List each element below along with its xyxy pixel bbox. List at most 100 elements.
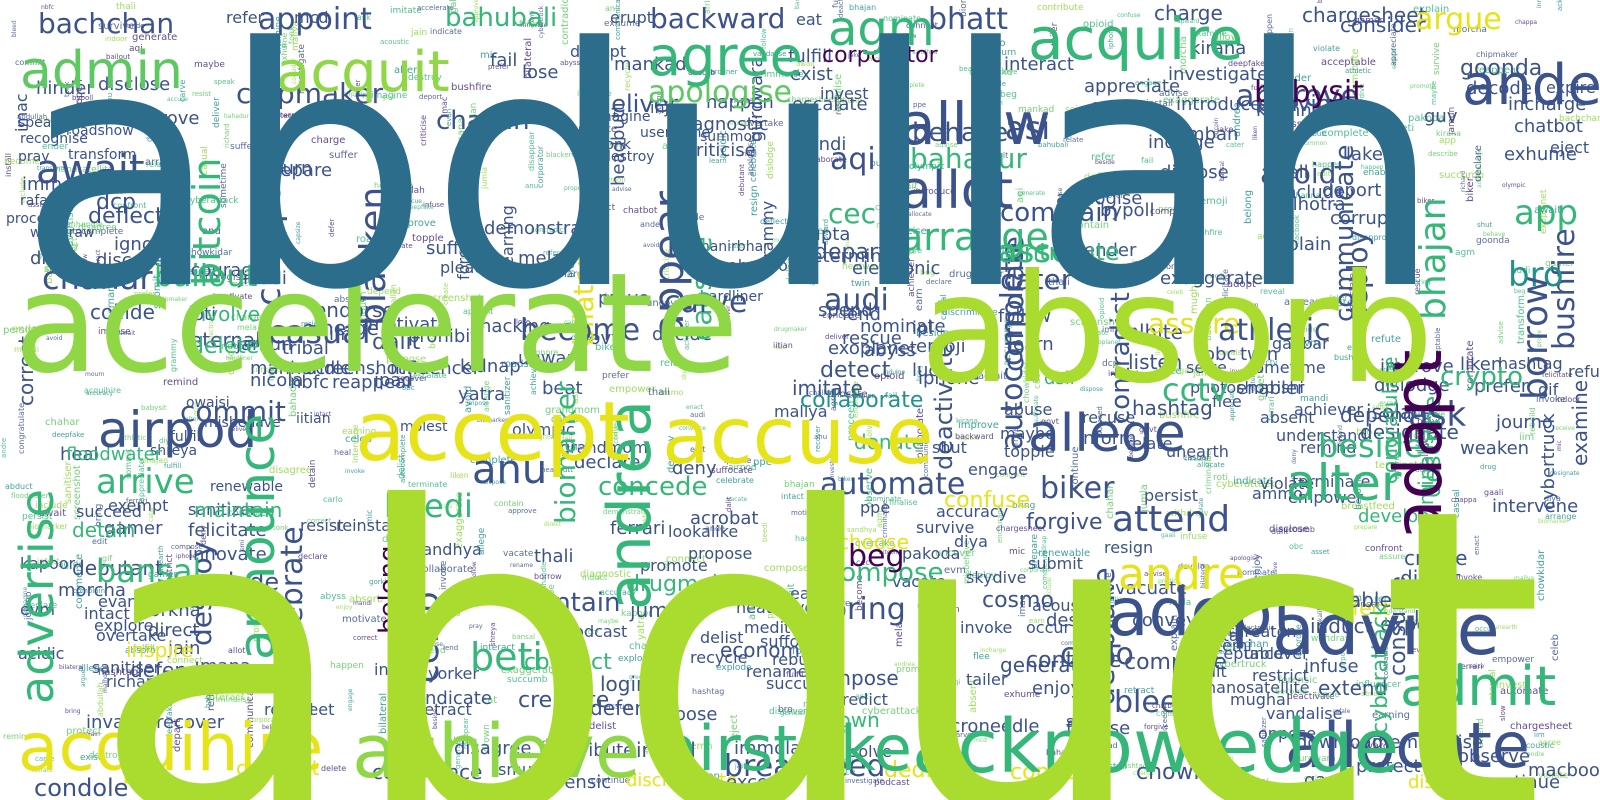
filler-word: install bbox=[1100, 762, 1127, 772]
filler-word: roti bbox=[1213, 473, 1229, 483]
filler-word: jamun bbox=[291, 692, 310, 699]
word-acquit: acquit bbox=[276, 40, 450, 105]
filler-word: explode bbox=[618, 654, 654, 664]
word-reveal: reveal bbox=[264, 700, 314, 719]
filler-word: rafale bbox=[1333, 708, 1351, 715]
word-appreciate: appreciate bbox=[1084, 76, 1181, 97]
filler-word: kirana bbox=[956, 417, 978, 425]
word-achiever: achiever bbox=[1294, 400, 1363, 419]
filler-word: refute bbox=[1371, 334, 1401, 345]
filler-word: celeb bbox=[105, 188, 124, 196]
word-convince: convince bbox=[1258, 92, 1357, 117]
filler-word: thali bbox=[116, 2, 136, 12]
filler-word: mallya bbox=[1514, 575, 1535, 582]
filler-word: bansal bbox=[512, 633, 536, 641]
word-owaisi: owaisi bbox=[186, 395, 230, 411]
filler-word: bro bbox=[1405, 431, 1419, 440]
word-carve: carve bbox=[664, 285, 748, 320]
word-oppose: oppose bbox=[1258, 724, 1317, 743]
filler-word: tonk bbox=[273, 524, 289, 532]
word-improve: improve bbox=[1380, 356, 1454, 377]
word-mcd: mcd bbox=[294, 8, 329, 27]
filler-word: bring bbox=[1012, 501, 1036, 511]
filler-word: heal bbox=[334, 448, 352, 457]
word-appoint: appoint bbox=[258, 2, 372, 37]
filler-word: autocomplete bbox=[883, 82, 925, 89]
filler-word: generate bbox=[132, 32, 178, 43]
word-bhatt: bhatt bbox=[928, 2, 1008, 37]
word-determine: determine bbox=[800, 246, 893, 267]
filler-word: jain bbox=[411, 28, 428, 38]
filler-word: acknowledge bbox=[1556, 0, 1564, 11]
word-andre: andre bbox=[1118, 549, 1245, 600]
word-encourage: encourage bbox=[168, 260, 264, 281]
filler-word: acquihire bbox=[84, 386, 121, 395]
filler-word: upward bbox=[807, 725, 845, 736]
filler-word: bushfire bbox=[870, 159, 907, 169]
filler-word: explain bbox=[78, 731, 100, 738]
word-pakoda: pakoda bbox=[902, 544, 961, 563]
filler-word: beat bbox=[380, 344, 394, 351]
word-download: download bbox=[1296, 732, 1384, 753]
filler-word: describe bbox=[1428, 150, 1458, 158]
word-disclose: disclose bbox=[98, 74, 171, 95]
filler-word: ferrari bbox=[126, 497, 148, 505]
filler-word: evm bbox=[1347, 343, 1365, 352]
word-thali: thali bbox=[534, 546, 574, 567]
filler-word: chatbot bbox=[623, 206, 658, 216]
filler-word: empower bbox=[1492, 655, 1535, 665]
word-adopt: adopt bbox=[1108, 574, 1299, 651]
filler-word: advise bbox=[1159, 89, 1189, 99]
filler-word: pray bbox=[469, 623, 483, 630]
word-infect: infect bbox=[1334, 596, 1391, 620]
word-explode: explode bbox=[184, 568, 280, 596]
word-nbfc: nbfc bbox=[290, 372, 330, 393]
word-molest: molest bbox=[400, 419, 448, 435]
filler-word: autocomplete bbox=[61, 227, 124, 237]
word-prove: prove bbox=[598, 288, 650, 309]
filler-word: obc bbox=[1289, 542, 1304, 551]
word-finalise: finalise bbox=[1066, 718, 1131, 739]
filler-word: advise bbox=[1497, 321, 1505, 344]
filler-word: nanosatellite bbox=[55, 165, 114, 175]
filler-word: cctv bbox=[1261, 358, 1278, 367]
filler-word: anu bbox=[525, 182, 539, 190]
word-exist: exist bbox=[790, 64, 833, 85]
filler-word: refer bbox=[1091, 152, 1115, 163]
word-seize: seize bbox=[1186, 358, 1227, 377]
filler-word: absent bbox=[794, 769, 818, 777]
filler-word: allocate bbox=[828, 389, 868, 400]
filler-word: improve bbox=[395, 218, 436, 229]
word-advertise: advertise bbox=[10, 489, 64, 704]
filler-word: fulfill bbox=[133, 644, 156, 654]
filler-word: owaisi bbox=[606, 142, 625, 149]
filler-word: promote bbox=[896, 665, 935, 675]
word-shreya: shreya bbox=[150, 443, 198, 459]
word-accuracy: accuracy bbox=[936, 502, 1009, 521]
filler-word: mandi bbox=[14, 345, 40, 354]
filler-word: bilateral bbox=[59, 664, 84, 671]
filler-word: escalate bbox=[413, 371, 447, 380]
word-complain: complain bbox=[1000, 198, 1119, 228]
filler-word: include bbox=[35, 501, 68, 511]
filler-word: disagree bbox=[78, 223, 117, 233]
word-asi: asi bbox=[1005, 109, 1051, 147]
word-reinstate: reinstate bbox=[336, 516, 408, 535]
word-arrange: arrange bbox=[900, 215, 1049, 259]
word-amban: amban bbox=[1176, 124, 1239, 145]
word-jamun: jamun bbox=[236, 334, 293, 355]
filler-word: mourn bbox=[85, 371, 105, 378]
word-biker: biker bbox=[1040, 471, 1115, 506]
filler-word: andre bbox=[899, 246, 923, 255]
filler-word: airpod bbox=[343, 91, 363, 98]
word-plead: plead bbox=[440, 258, 485, 277]
filler-word: gurdwara bbox=[1293, 754, 1336, 764]
filler-word: heatwave bbox=[374, 181, 414, 190]
filler-word: contribute bbox=[1037, 3, 1084, 13]
filler-word: airpod bbox=[728, 463, 757, 473]
filler-word: oppose bbox=[571, 333, 601, 342]
filler-word: withdraw bbox=[1311, 634, 1353, 644]
word-ask: ask bbox=[1408, 395, 1467, 435]
filler-word: exaggerate bbox=[551, 669, 592, 677]
filler-word: invoke bbox=[345, 468, 365, 475]
